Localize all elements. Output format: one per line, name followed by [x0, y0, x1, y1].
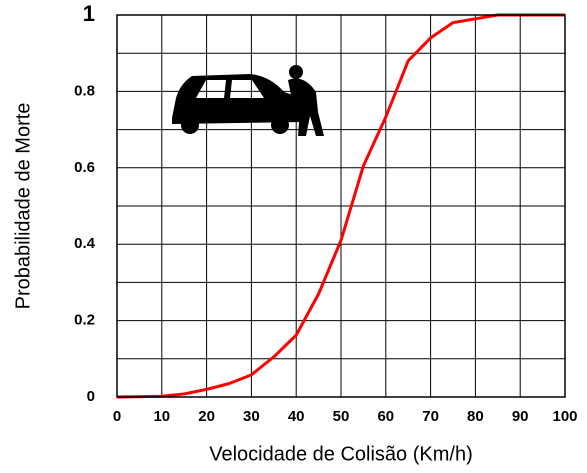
chart: Velocidade de Colisão (Km/h) Probabilida… [0, 0, 587, 468]
y-tick-label: 1 [83, 1, 95, 26]
x-tick-label: 100 [552, 408, 577, 425]
x-tick-label: 50 [333, 408, 350, 425]
x-axis-label: Velocidade de Colisão (Km/h) [209, 443, 472, 465]
y-tick-label: 0.6 [74, 159, 95, 176]
x-tick-label: 80 [467, 408, 484, 425]
x-tick-label: 0 [113, 408, 121, 425]
x-tick-label: 10 [153, 408, 170, 425]
y-axis-label: Probabilidade de Morte [12, 103, 34, 310]
y-tick-label: 0.4 [74, 235, 96, 252]
y-tick-label: 0 [87, 388, 95, 405]
y-tick-label: 0.8 [74, 82, 95, 99]
y-tick-label: 0.2 [74, 312, 95, 329]
x-tick-label: 40 [288, 408, 305, 425]
x-tick-label: 20 [198, 408, 215, 425]
x-tick-label: 90 [512, 408, 529, 425]
x-tick-label: 60 [377, 408, 394, 425]
x-tick-label: 30 [243, 408, 260, 425]
x-tick-label: 70 [422, 408, 439, 425]
